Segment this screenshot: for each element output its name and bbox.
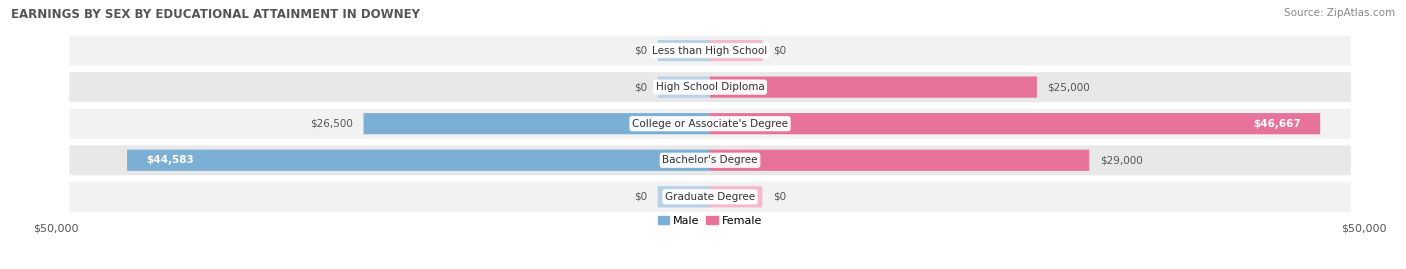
FancyBboxPatch shape xyxy=(69,36,1351,66)
Text: $46,667: $46,667 xyxy=(1253,119,1301,129)
Text: Graduate Degree: Graduate Degree xyxy=(665,192,755,202)
FancyBboxPatch shape xyxy=(69,145,1351,175)
Text: $0: $0 xyxy=(634,45,647,56)
FancyBboxPatch shape xyxy=(658,186,710,207)
FancyBboxPatch shape xyxy=(364,113,710,134)
FancyBboxPatch shape xyxy=(658,76,710,98)
Text: $29,000: $29,000 xyxy=(1099,155,1143,165)
Text: $0: $0 xyxy=(773,45,786,56)
Legend: Male, Female: Male, Female xyxy=(654,211,766,230)
FancyBboxPatch shape xyxy=(710,186,762,207)
Text: EARNINGS BY SEX BY EDUCATIONAL ATTAINMENT IN DOWNEY: EARNINGS BY SEX BY EDUCATIONAL ATTAINMEN… xyxy=(11,8,420,21)
FancyBboxPatch shape xyxy=(710,150,1090,171)
FancyBboxPatch shape xyxy=(127,150,710,171)
FancyBboxPatch shape xyxy=(69,182,1351,212)
FancyBboxPatch shape xyxy=(710,113,1320,134)
Text: College or Associate's Degree: College or Associate's Degree xyxy=(633,119,787,129)
Text: $0: $0 xyxy=(634,192,647,202)
Text: $0: $0 xyxy=(773,192,786,202)
FancyBboxPatch shape xyxy=(658,40,710,61)
FancyBboxPatch shape xyxy=(710,40,762,61)
Text: Bachelor's Degree: Bachelor's Degree xyxy=(662,155,758,165)
Text: $0: $0 xyxy=(634,82,647,92)
Text: High School Diploma: High School Diploma xyxy=(655,82,765,92)
Text: $26,500: $26,500 xyxy=(311,119,353,129)
Text: $25,000: $25,000 xyxy=(1047,82,1090,92)
FancyBboxPatch shape xyxy=(710,76,1038,98)
Text: Source: ZipAtlas.com: Source: ZipAtlas.com xyxy=(1284,8,1395,18)
Text: $44,583: $44,583 xyxy=(146,155,194,165)
FancyBboxPatch shape xyxy=(69,109,1351,139)
FancyBboxPatch shape xyxy=(69,72,1351,102)
Text: Less than High School: Less than High School xyxy=(652,45,768,56)
